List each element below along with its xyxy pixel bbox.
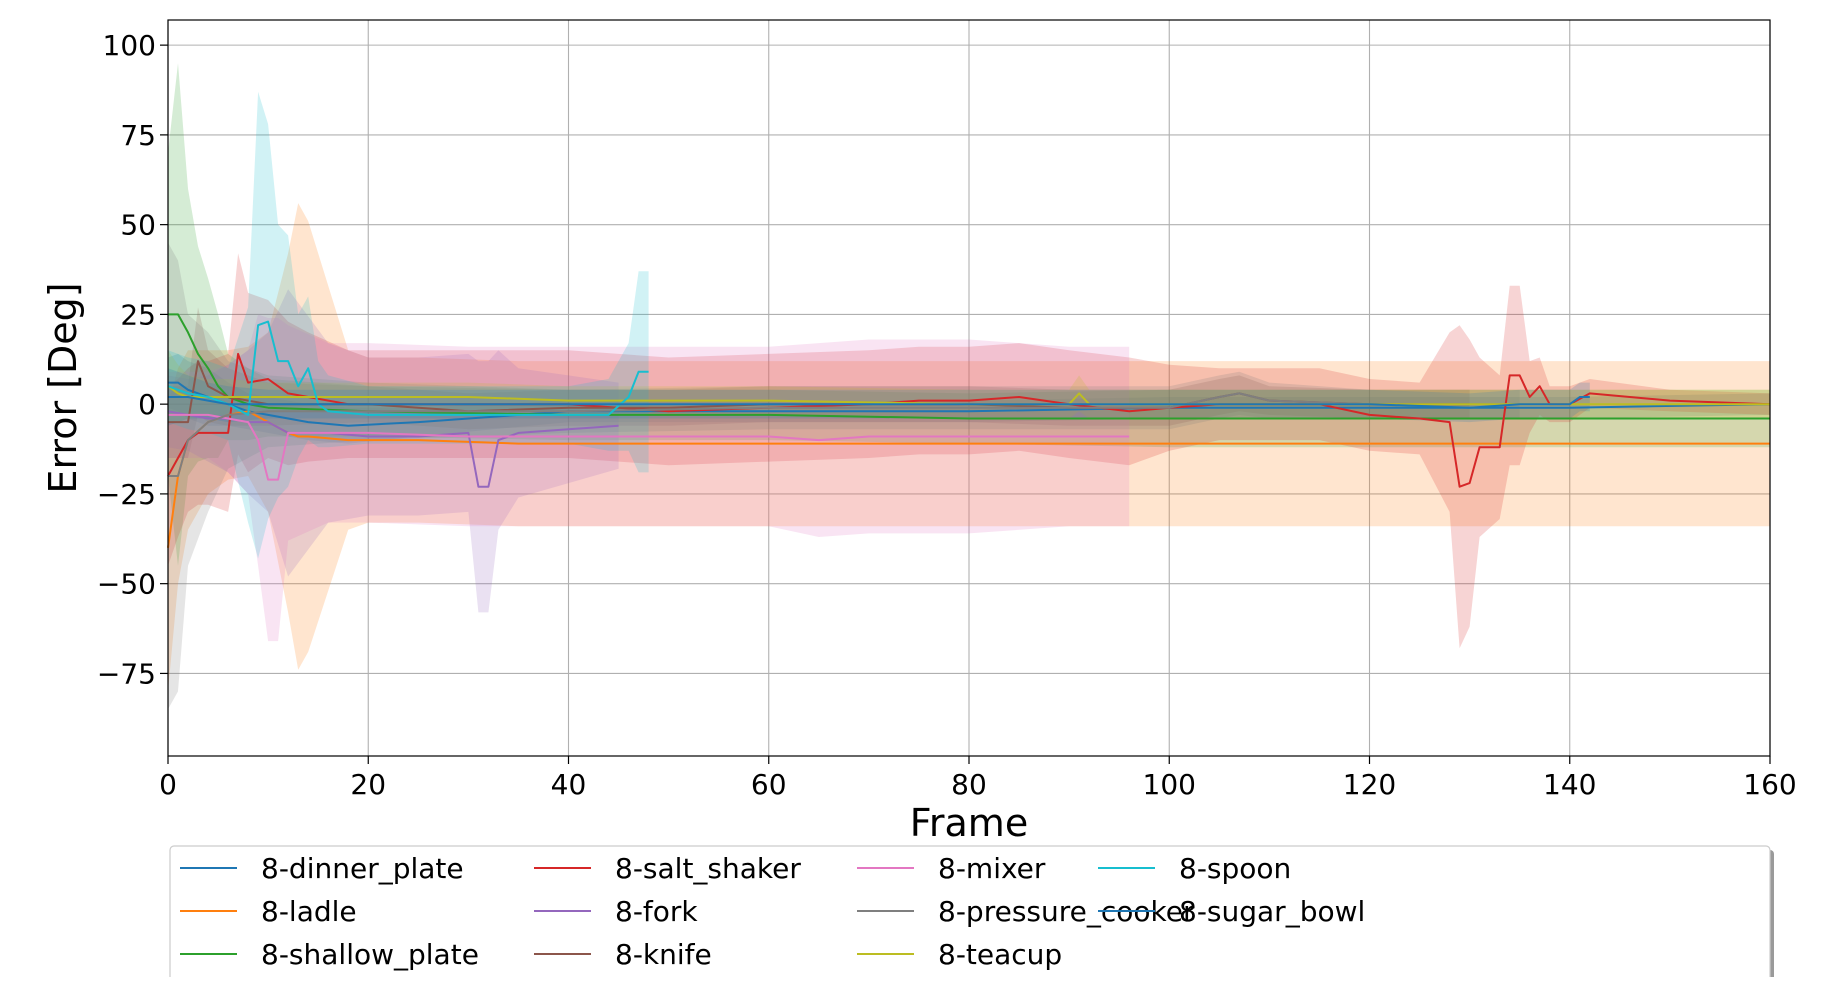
x-axis-label: Frame (910, 801, 1028, 845)
legend-label: 8-teacup (938, 938, 1062, 971)
y-tick-label: 25 (120, 298, 156, 331)
y-tick-label: 50 (120, 209, 156, 242)
legend-items: 8-dinner_plate 8-ladle 8-shallow_plate 8-sa… (180, 852, 1365, 971)
y-tick-label: −75 (97, 657, 156, 690)
legend: 8-dinner_plate 8-ladle 8-shallow_plate 8-sa… (169, 845, 1774, 981)
x-tick-label: 80 (951, 768, 987, 801)
series-lines (167, 313, 1771, 548)
error-band-8-fork (168, 289, 619, 613)
legend-label: 8-sugar_bowl (1179, 895, 1365, 928)
series-line-8-sugar_bowl (168, 396, 1590, 409)
series-line-8-spoon (167, 320, 649, 416)
x-tick-label: 40 (551, 768, 587, 801)
y-tick-label: 75 (120, 119, 156, 152)
y-tick-label: −50 (97, 568, 156, 601)
legend-label: 8-dinner_plate (261, 852, 464, 885)
legend-box (169, 845, 1771, 981)
legend-label: 8-ladle (261, 895, 357, 928)
x-tick-label: 140 (1543, 768, 1596, 801)
legend-label: 8-knife (615, 938, 712, 971)
error-band-8-ladle (168, 203, 1770, 692)
x-tick-label: 60 (751, 768, 787, 801)
y-tick-label: 100 (103, 29, 156, 62)
series-line-8-fork (167, 410, 619, 488)
y-axis-label: Error [Deg] (41, 282, 85, 493)
x-tick-label: 0 (159, 768, 177, 801)
error-band-8-spoon (168, 91, 649, 559)
y-axis-ticks: 100 75 50 25 0 −25 −50 −75 (97, 29, 168, 690)
error-band-8-shallow_plate (168, 63, 1770, 566)
legend-label: 8-salt_shaker (615, 852, 801, 885)
legend-label: 8-fork (615, 895, 698, 928)
x-tick-label: 120 (1343, 768, 1396, 801)
legend-label: 8-spoon (1179, 852, 1291, 885)
y-tick-label: 0 (138, 388, 156, 421)
legend-label: 8-mixer (938, 852, 1046, 885)
error-band-8-knife (168, 307, 1470, 458)
series-line-8-mixer (168, 413, 1130, 481)
legend-label: 8-pressure_cooker (938, 895, 1195, 928)
x-tick-label: 20 (350, 768, 386, 801)
x-tick-label: 100 (1143, 768, 1196, 801)
y-tick-label: −25 (97, 478, 156, 511)
error-band-8-salt_shaker (168, 253, 1770, 649)
series-line-8-shallow_plate (168, 313, 1770, 420)
x-axis-ticks: 0 20 40 60 80 100 120 140 160 (159, 756, 1797, 801)
legend-label: 8-shallow_plate (261, 938, 479, 971)
error-band-8-dinner_plate (168, 353, 1770, 444)
x-tick-label: 160 (1743, 768, 1796, 801)
series-line-8-pressure_cooker (168, 392, 1520, 477)
series-line-8-dinner_plate (168, 381, 1771, 427)
